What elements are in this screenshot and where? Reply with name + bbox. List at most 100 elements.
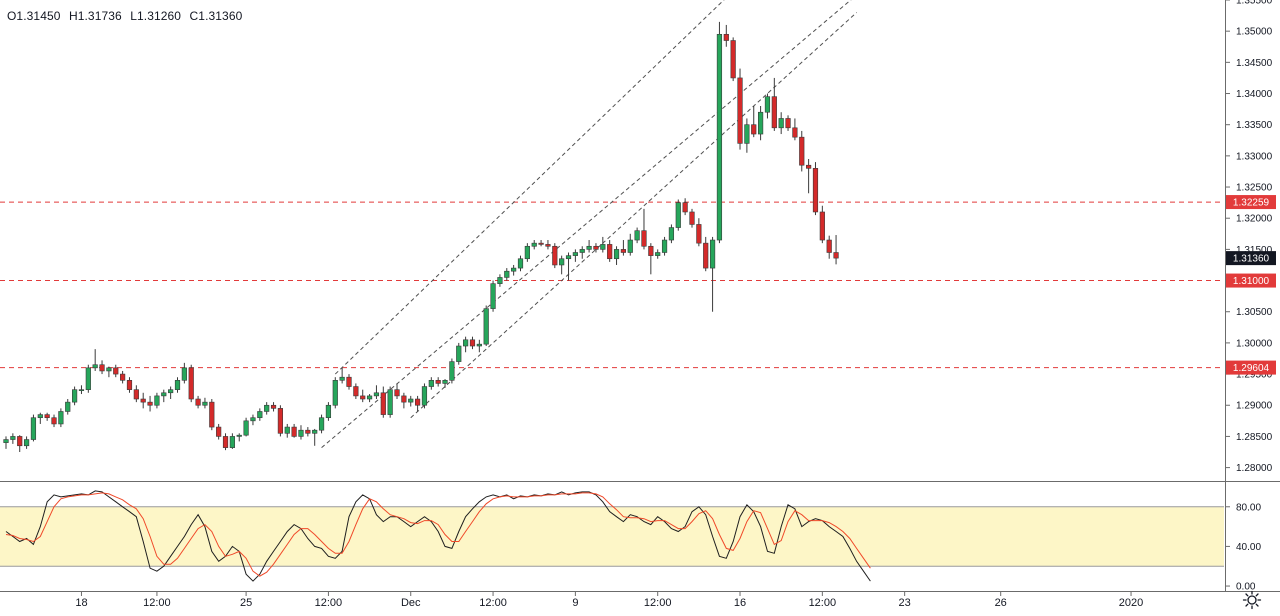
candle-up	[613, 249, 620, 260]
last-price-tag-bg	[1226, 251, 1276, 266]
candle-up	[85, 367, 91, 390]
candle-up	[23, 439, 30, 447]
candle-down	[188, 367, 194, 400]
candle-up	[497, 277, 503, 284]
candle-down	[435, 380, 441, 384]
osc-tick-label: 0.00	[1236, 582, 1256, 593]
candle-up	[250, 417, 256, 422]
candle-up	[559, 258, 565, 266]
candle-up	[655, 252, 661, 256]
channel-line	[334, 0, 725, 375]
candle-down	[99, 364, 105, 372]
candle-up	[3, 439, 9, 443]
candle-up	[339, 376, 345, 381]
price-tick-label: 1.31500	[1236, 245, 1273, 256]
channel-line	[410, 12, 857, 419]
price-tick-label: 1.34000	[1236, 89, 1273, 100]
candle-up	[661, 239, 668, 253]
candle-up	[332, 380, 338, 406]
candle-down	[648, 245, 654, 256]
candle-down	[792, 127, 798, 138]
candle-up	[709, 239, 716, 269]
candle-down	[133, 389, 139, 400]
level-price-tag: 1.29604	[1233, 363, 1270, 374]
candle-down	[360, 395, 366, 400]
candle-up	[58, 411, 64, 425]
time-tick-label: 12:00	[315, 597, 343, 609]
candle-up	[30, 417, 37, 440]
time-tick-label: 23	[899, 597, 911, 609]
candle-up	[243, 420, 249, 436]
candle-up	[778, 118, 784, 129]
candle-down	[120, 373, 126, 381]
oscillator-band	[0, 506, 1224, 567]
candle-up	[312, 429, 318, 434]
candle-up	[298, 429, 304, 437]
candle-down	[771, 96, 777, 129]
candle-down	[552, 245, 558, 266]
candle-down	[737, 77, 743, 144]
candle-down	[291, 426, 297, 437]
candle-up	[572, 252, 578, 256]
candle-down	[806, 164, 812, 169]
candle-down	[751, 124, 757, 135]
candle-up	[463, 339, 469, 347]
candle-down	[17, 436, 23, 447]
candle-down	[689, 211, 695, 225]
candle-down	[51, 417, 57, 425]
time-tick-label: 12:00	[644, 597, 672, 609]
price-tick-label: 1.32500	[1236, 183, 1273, 194]
candle-down	[799, 136, 805, 166]
candle-up	[531, 242, 537, 247]
candle-up	[668, 227, 675, 241]
price-tick-label: 1.32000	[1236, 214, 1273, 225]
candle-down	[833, 252, 839, 259]
candle-down	[641, 230, 647, 247]
price-tick-label: 1.34500	[1236, 58, 1273, 69]
candle-up	[408, 398, 414, 403]
ohlc-legend: O1.31450 H1.31736 L1.31260 C1.31360	[7, 9, 247, 23]
candle-up	[318, 417, 325, 431]
candle-up	[168, 389, 174, 394]
candle-down	[44, 414, 50, 419]
candle-up	[366, 395, 373, 400]
candle-up	[72, 389, 78, 403]
candle-up	[565, 255, 572, 260]
candle-up	[600, 244, 606, 250]
candle-up	[504, 270, 510, 278]
candle-down	[730, 40, 736, 79]
candle-down	[394, 389, 400, 397]
candle-up	[716, 33, 723, 241]
candle-up	[325, 404, 332, 419]
candle-up	[387, 389, 393, 415]
level-price-tag: 1.31000	[1233, 276, 1270, 287]
level-price-tag: 1.32259	[1233, 198, 1270, 209]
candle-up	[449, 361, 455, 381]
osc-tick-label: 80.00	[1236, 502, 1261, 513]
candle-up	[483, 308, 489, 345]
candle-up	[229, 436, 235, 448]
price-tick-label: 1.33000	[1236, 151, 1273, 162]
price-tick-label: 1.30500	[1236, 307, 1273, 318]
time-tick-label: 16	[734, 597, 746, 609]
candle-down	[538, 242, 544, 245]
channel-line	[321, 0, 852, 449]
candle-up	[517, 258, 524, 269]
candle-up	[476, 343, 482, 347]
candle-up	[181, 367, 187, 381]
candle-up	[154, 395, 160, 406]
settings-button[interactable]	[1240, 589, 1264, 611]
candle-up	[92, 364, 98, 369]
candle-down	[414, 398, 421, 406]
candle-down	[380, 392, 386, 415]
time-tick-label: 9	[572, 597, 578, 609]
candle-up	[373, 392, 380, 397]
price-tick-label: 1.29000	[1236, 401, 1273, 412]
candle-up	[579, 249, 585, 253]
price-tick-label: 1.35000	[1236, 27, 1273, 38]
candle-down	[607, 244, 613, 260]
ohlc-open: O1.31450	[7, 9, 61, 23]
candle-down	[140, 398, 146, 403]
